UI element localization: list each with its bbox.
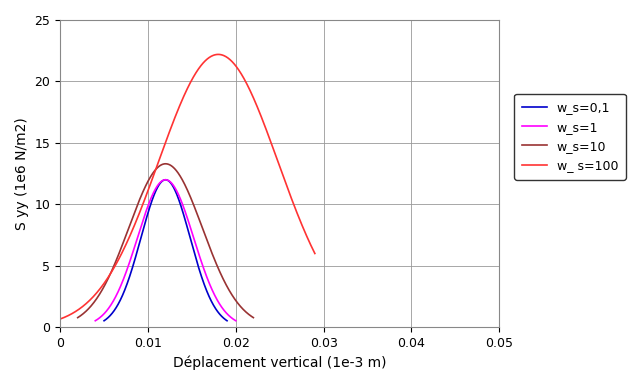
w_s=0,1 [100, 318, 108, 323]
w_s=0,1 [162, 177, 169, 182]
w_ s=100 [194, 67, 202, 72]
w_ s=100 [306, 239, 313, 244]
w_s=1 [175, 194, 183, 199]
w_s=10 [162, 161, 169, 166]
w_s=1 [168, 181, 175, 186]
w_s=0,1 [223, 318, 231, 323]
w_s=0,1 [159, 179, 166, 183]
w_ s=100 [311, 251, 318, 256]
Line: w_ s=100: w_ s=100 [60, 54, 315, 319]
w_s=0,1 [220, 316, 228, 321]
w_s=0,1 [167, 181, 175, 186]
w_s=10 [169, 165, 177, 169]
w_s=10 [178, 178, 186, 183]
w_s=1 [159, 178, 167, 183]
w_s=1 [158, 179, 166, 183]
w_s=1 [232, 318, 239, 323]
w_ s=100 [208, 54, 216, 58]
w_ s=100 [214, 52, 222, 57]
w_s=10 [157, 162, 165, 167]
w_s=0,1 [201, 285, 209, 289]
w_s=10 [250, 315, 257, 320]
X-axis label: Déplacement vertical (1e-3 m): Déplacement vertical (1e-3 m) [173, 355, 386, 370]
w_s=10 [74, 315, 82, 320]
w_ s=100 [179, 97, 187, 101]
w_s=1 [91, 318, 99, 323]
w_s=1 [229, 316, 236, 321]
w_ s=100 [266, 136, 273, 141]
w_s=10 [159, 162, 166, 167]
w_s=1 [162, 177, 169, 182]
Line: w_s=10: w_s=10 [78, 164, 254, 318]
Legend: w_s=0,1, w_s=1, w_s=10, w_ s=100: w_s=0,1, w_s=1, w_s=10, w_ s=100 [514, 94, 626, 179]
w_ s=100 [56, 317, 64, 321]
Line: w_s=0,1: w_s=0,1 [104, 180, 227, 321]
Y-axis label: S yy (1e6 N/m2): S yy (1e6 N/m2) [15, 117, 29, 230]
w_s=1 [207, 285, 214, 289]
w_s=10 [246, 313, 254, 317]
w_ s=100 [177, 100, 185, 105]
Line: w_s=1: w_s=1 [95, 180, 236, 321]
w_s=0,1 [173, 194, 181, 199]
w_s=0,1 [159, 178, 167, 183]
w_s=10 [218, 275, 226, 279]
